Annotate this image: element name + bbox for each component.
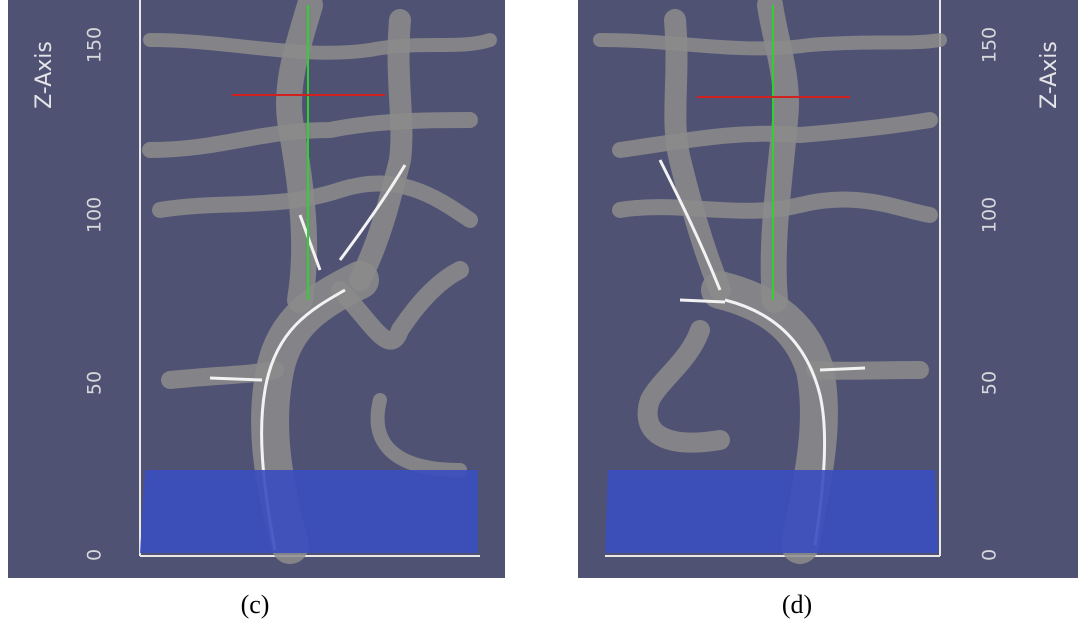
panel-c: 0 50 100 150 Z-Axis (c) [8,0,505,619]
tick-label: 150 [979,27,1001,63]
axis-label: Z-Axis [32,41,57,109]
axis-label: Z-Axis [1037,41,1062,109]
base-plane [605,470,938,553]
caption: (d) [782,590,812,619]
tick-label: 0 [979,549,1001,561]
figure: 0 50 100 150 Z-Axis (c) 0 50 100 150 Z-A… [0,0,1078,625]
tick-label: 100 [979,197,1001,233]
panel-d: 0 50 100 150 Z-Axis (d) [578,0,1078,619]
tick-label: 50 [84,371,106,395]
tick-label: 100 [84,197,106,233]
tick-label: 150 [84,27,106,63]
tick-label: 0 [84,549,106,561]
caption: (c) [241,590,270,619]
tick-label: 50 [979,371,1001,395]
base-plane [140,470,478,553]
